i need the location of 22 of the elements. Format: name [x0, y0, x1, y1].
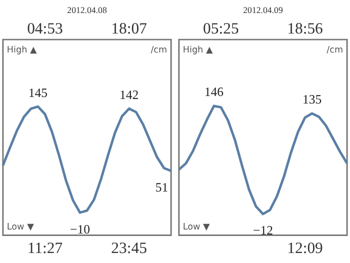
annotation: /cm: [326, 45, 344, 56]
text: 11:27: [27, 240, 63, 257]
annotation: /cm: [150, 45, 168, 56]
text: 18:56: [287, 20, 324, 38]
annotation: Low ▼: [6, 222, 34, 232]
text: 05:25: [203, 20, 239, 38]
data-label: 51: [155, 180, 168, 195]
text: 23:45: [111, 240, 148, 257]
data-label: 135: [302, 92, 322, 107]
chart-title: 2012.04.08: [67, 5, 108, 16]
data-label: −10: [70, 222, 90, 236]
chart-title: 2012.04.09: [243, 5, 284, 16]
data-label: −12: [253, 224, 273, 238]
data-label: 142: [119, 88, 139, 102]
data-label: 145: [28, 86, 48, 100]
text: 04:53: [27, 20, 64, 38]
text: 12:09: [287, 240, 324, 257]
text: 18:07: [111, 20, 148, 38]
annotation: High ▲: [6, 45, 37, 56]
annotation: Low ▼: [182, 222, 210, 232]
annotation: High ▲: [182, 45, 213, 56]
data-label: 146: [204, 85, 224, 100]
